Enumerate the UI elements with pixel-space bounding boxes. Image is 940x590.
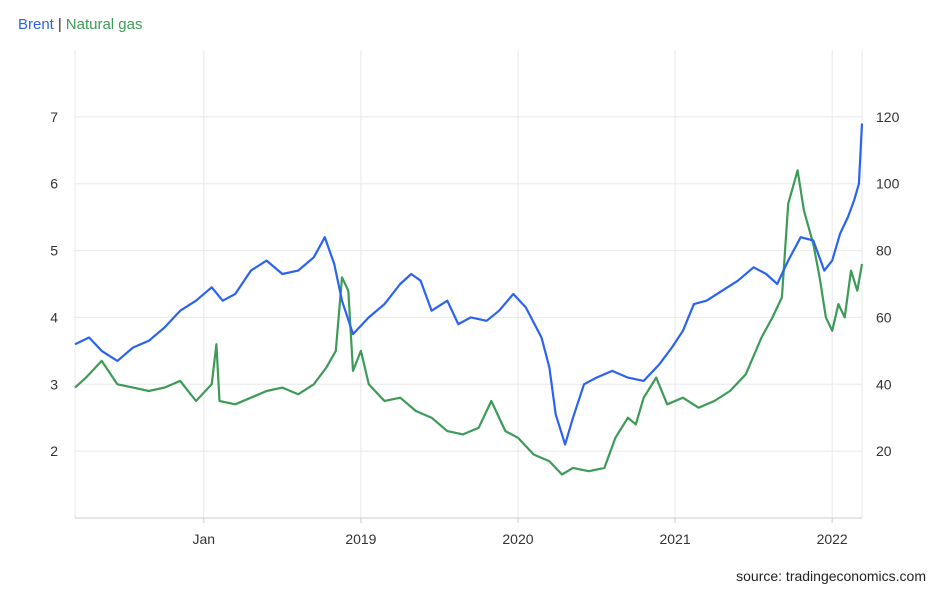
x-tick-label: 2021	[659, 531, 690, 547]
chart-legend: Brent | Natural gas	[18, 16, 142, 33]
legend-separator: |	[57, 16, 62, 33]
x-tick-label: 2019	[345, 531, 376, 547]
series-line-natural-gas	[74, 169, 864, 476]
y-left-tick-label: 2	[50, 443, 58, 459]
y-right-tick-label: 20	[876, 443, 892, 459]
y-left-tick-label: 4	[50, 309, 58, 325]
legend-natural-gas[interactable]: Natural gas	[65, 16, 143, 33]
x-tick-label: 2022	[817, 531, 848, 547]
axes: 2 3 4 5 6 7 20 40 60 80 100 120 Jan 2019 2020 2021 2022	[50, 50, 900, 547]
x-tick-label: 2020	[502, 531, 533, 547]
source-credit[interactable]: source: tradingeconomics.com	[736, 568, 926, 584]
y-left-tick-label: 7	[50, 109, 58, 125]
y-left-tick-label: 6	[50, 176, 58, 192]
y-left-tick-label: 5	[50, 243, 58, 259]
series	[74, 123, 864, 476]
y-right-tick-label: 120	[876, 109, 900, 125]
y-left-tick-label: 3	[50, 376, 58, 392]
y-right-tick-label: 60	[876, 309, 892, 325]
legend-brent[interactable]: Brent	[18, 16, 54, 33]
series-line-brent	[74, 123, 864, 446]
x-tick-label: Jan	[193, 531, 216, 547]
grid	[75, 50, 862, 518]
y-right-tick-label: 100	[876, 176, 900, 192]
y-right-tick-label: 80	[876, 243, 892, 259]
y-right-tick-label: 40	[876, 376, 892, 392]
